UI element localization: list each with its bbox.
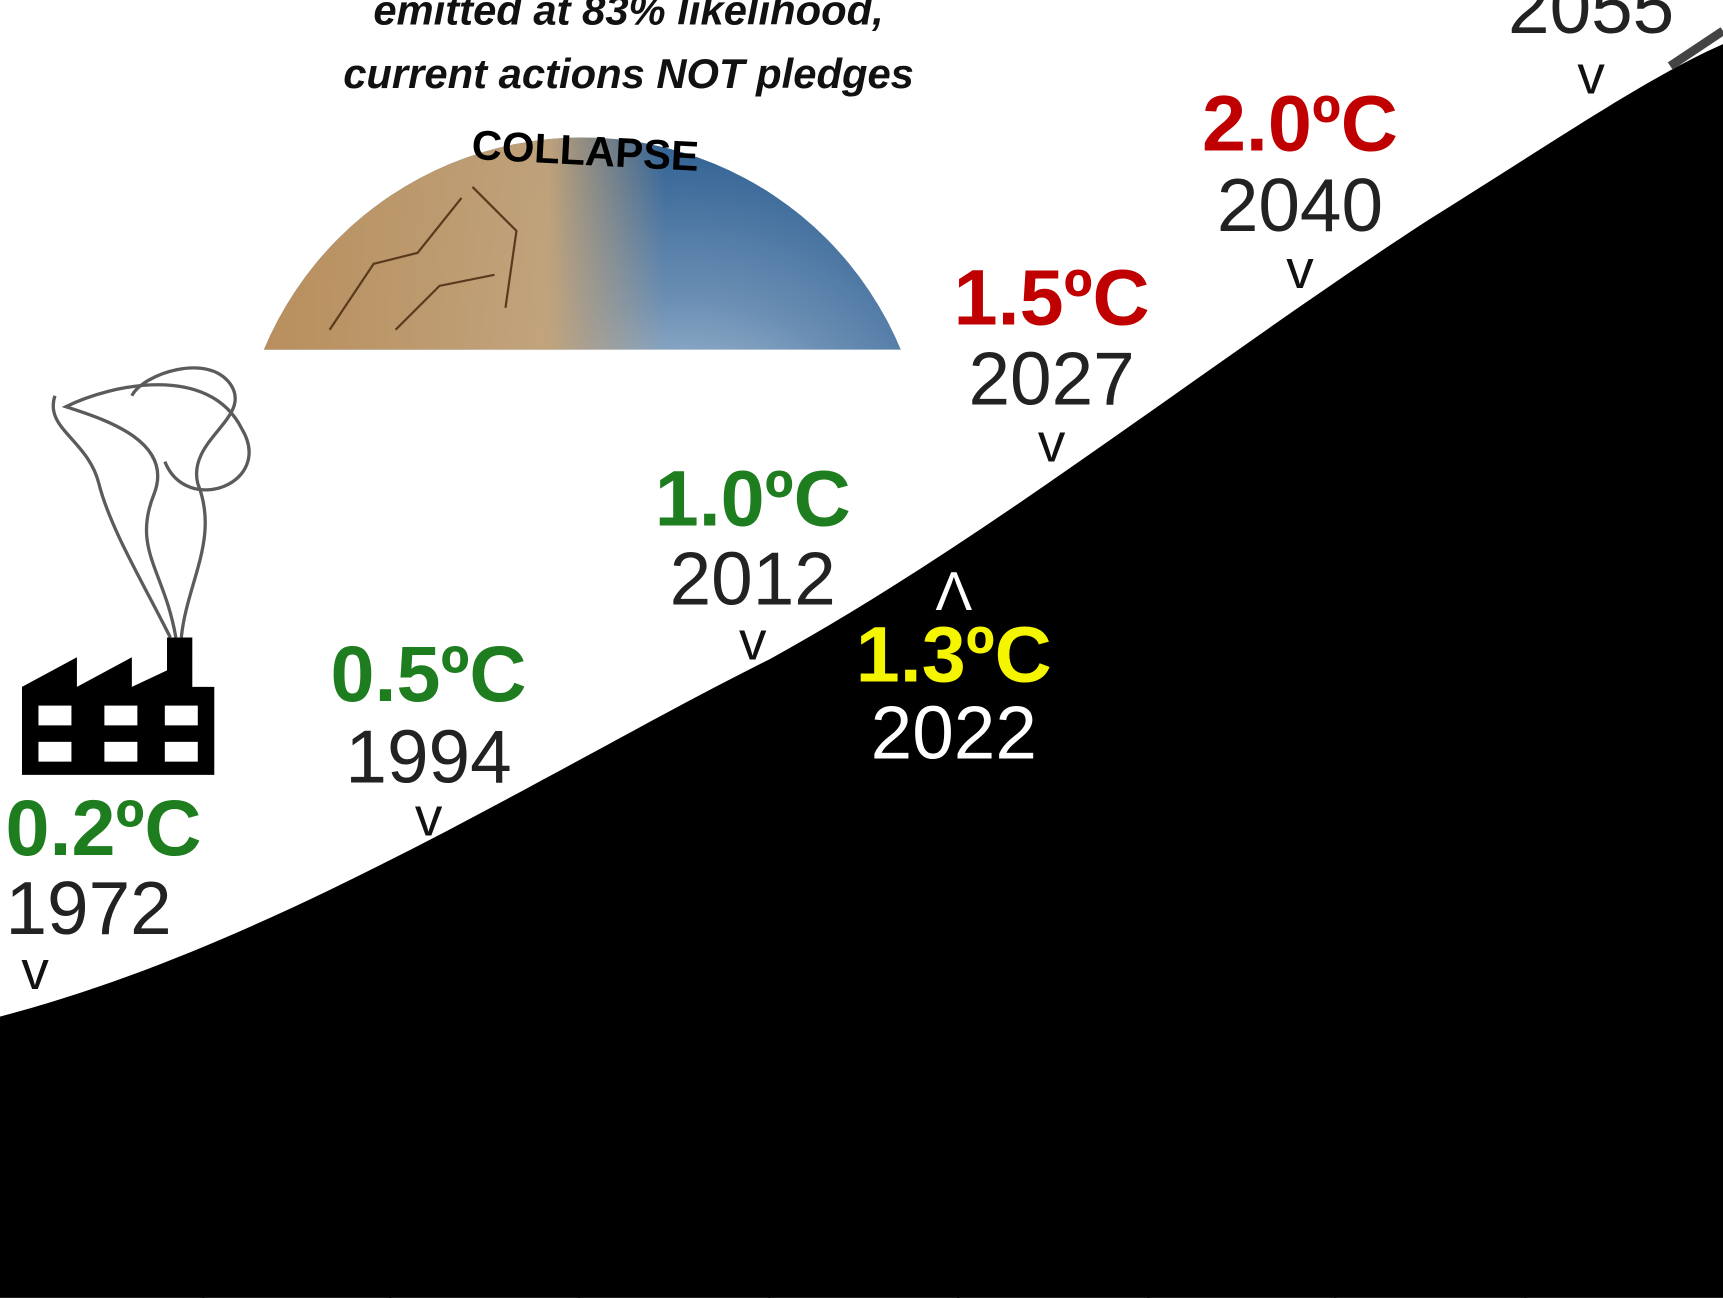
curve-end (1667, 27, 1723, 70)
year-label: 1972 (5, 866, 171, 950)
globe (264, 137, 901, 350)
temperature-label: 1.5ºC (954, 252, 1150, 341)
year-label: 2012 (670, 536, 836, 620)
arrow-glyph: v (1577, 44, 1605, 106)
arrow-glyph: Λ (935, 560, 972, 622)
arrow-glyph: v (415, 785, 443, 847)
temperature-label: 1.3ºC (856, 609, 1052, 698)
year-label: 2027 (968, 337, 1134, 421)
emissions-area (0, 44, 1723, 1298)
year-label: 1994 (345, 715, 511, 799)
year-label: 2040 (1217, 163, 1383, 247)
temperature-label: 1.0ºC (655, 453, 851, 542)
arrow-glyph: v (1286, 238, 1314, 300)
temperature-label: 2.0ºC (1202, 79, 1398, 168)
header-line: current actions NOT pledges (343, 50, 914, 97)
arrow-glyph: v (739, 609, 767, 671)
year-label: 2055 (1508, 0, 1674, 49)
smoke (51, 366, 251, 639)
year-label: 2022 (871, 690, 1037, 774)
arrow-glyph: v (1038, 412, 1066, 474)
header-line: emitted at 83% likelihood, (373, 0, 883, 33)
temperature-label: 0.2ºC (5, 783, 201, 872)
arrow-glyph: v (21, 939, 49, 1001)
axis-ticks (202, 1280, 1527, 1298)
temperature-label: 0.5ºC (331, 629, 527, 718)
factory-icon (21, 637, 215, 775)
